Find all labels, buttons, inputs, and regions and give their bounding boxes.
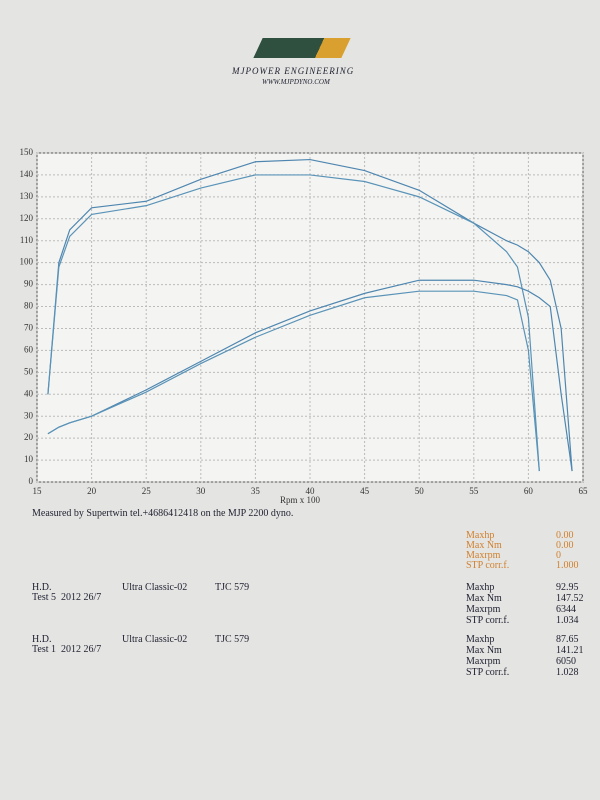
summary-value: 0 xyxy=(556,550,561,561)
run-value: 6344 xyxy=(556,604,576,615)
y-tick-label: 40 xyxy=(24,388,34,398)
x-tick-label: 55 xyxy=(469,486,479,496)
line xyxy=(47,290,540,472)
run-value: 1.028 xyxy=(556,667,579,678)
y-tick-label: 60 xyxy=(24,344,34,354)
y-tick-label: 100 xyxy=(20,257,34,267)
run-value: 87.65 xyxy=(556,634,579,645)
x-tick-label: 25 xyxy=(142,486,152,496)
x-tick-label: 50 xyxy=(415,486,425,496)
summary-value: 0.00 xyxy=(556,530,574,541)
summary-value: 0.00 xyxy=(556,540,574,551)
run-plate: TJC 579 xyxy=(215,634,250,645)
y-tick-label: 0 xyxy=(29,476,34,486)
run-test: Test 5 2012 26/7 xyxy=(32,592,102,603)
y-tick-label: 70 xyxy=(24,323,34,333)
run-make: H.D. xyxy=(32,634,52,645)
y-tick-label: 150 xyxy=(20,147,34,157)
x-tick-label: 30 xyxy=(196,486,206,496)
x-tick-label: 45 xyxy=(360,486,370,496)
note: Measured by Supertwin tel.+4686412418 on… xyxy=(32,508,294,519)
run-make: H.D. xyxy=(32,582,52,593)
run-label: Maxhp xyxy=(466,582,495,593)
line xyxy=(47,174,540,472)
y-tick-label: 20 xyxy=(24,432,34,442)
run-label: Max Nm xyxy=(466,593,502,604)
run-label: Maxhp xyxy=(466,634,495,645)
x-tick-label: 20 xyxy=(87,486,97,496)
y-tick-label: 10 xyxy=(24,454,34,464)
y-tick-label: 110 xyxy=(20,235,34,245)
run-value: 6050 xyxy=(556,656,576,667)
run-value: 92.95 xyxy=(556,582,579,593)
run-label: STP corr.f. xyxy=(466,667,510,678)
summary-label: Max Nm xyxy=(466,540,502,551)
run-value: 1.034 xyxy=(556,615,579,626)
x-axis-label: Rpm x 100 xyxy=(280,495,321,505)
run-label: STP corr.f. xyxy=(466,615,510,626)
y-tick-label: 120 xyxy=(20,213,34,223)
run-value: 141.21 xyxy=(556,645,584,656)
run-plate: TJC 579 xyxy=(215,582,250,593)
chart: 0 10 20 30 40 50 60 70 80 90 100 110 120 130 140 150 15 2… xyxy=(20,147,589,505)
run-label: Max Nm xyxy=(466,645,502,656)
brand: MJPOWER ENGINEERING xyxy=(232,66,355,76)
url: WWW.MJPDYNO.COM xyxy=(262,78,330,86)
x-tick-label: 65 xyxy=(579,486,589,496)
x-tick-label: 40 xyxy=(306,486,316,496)
y-tick-label: 140 xyxy=(20,169,34,179)
run-value: 147.52 xyxy=(556,593,584,604)
y-tick-label: 50 xyxy=(24,366,34,376)
line xyxy=(47,158,573,472)
y-tick-label: 30 xyxy=(24,410,34,420)
run-label: Maxrpm xyxy=(466,604,501,615)
summary-label: Maxhp xyxy=(466,530,495,541)
summary-value: 1.000 xyxy=(556,560,579,571)
summary-label: Maxrpm xyxy=(466,550,501,561)
run-test: Test 1 2012 26/7 xyxy=(32,644,102,655)
run-label: Maxrpm xyxy=(466,656,501,667)
x-tick-label: 60 xyxy=(524,486,534,496)
run-model: Ultra Classic-02 xyxy=(122,582,188,593)
y-tick-label: 130 xyxy=(20,191,34,201)
x-tick-label: 35 xyxy=(251,486,261,496)
y-tick-label: 80 xyxy=(24,301,34,311)
y-tick-label: 90 xyxy=(24,279,34,289)
x-tick-label: 15 xyxy=(33,486,43,496)
run-model: Ultra Classic-02 xyxy=(122,634,188,645)
summary-label: STP corr.f. xyxy=(466,560,510,571)
